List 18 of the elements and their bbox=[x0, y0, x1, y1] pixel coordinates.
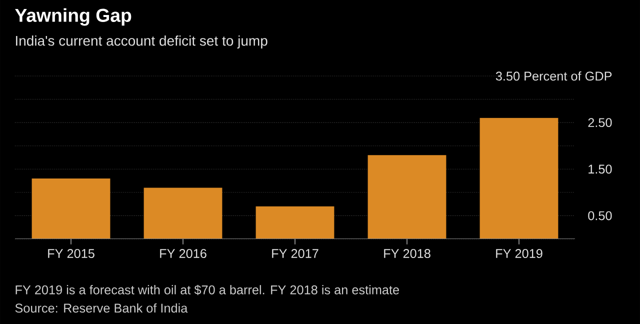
chart-subtitle: India's current account deficit set to jump bbox=[16, 35, 268, 49]
bar bbox=[480, 118, 558, 239]
bar bbox=[368, 155, 446, 239]
x-tick-label: FY 2016 bbox=[160, 249, 206, 258]
y-tick-label: 2.50 bbox=[588, 118, 612, 128]
source-note: Source: Reserve Bank of India bbox=[15, 303, 188, 313]
bar bbox=[256, 206, 334, 239]
x-tick-label: FY 2017 bbox=[272, 249, 318, 258]
text: FY 2019 is a forecast with oil at $70 a barrel. FY 2018 is an estimate bbox=[16, 284, 399, 296]
bar bbox=[32, 178, 110, 239]
y-tick-label: 1.50 bbox=[588, 164, 612, 174]
chart-title: Yawning Gap bbox=[15, 8, 132, 26]
bar bbox=[144, 188, 222, 239]
x-tick-label: FY 2019 bbox=[496, 249, 542, 258]
x-tick-label: FY 2015 bbox=[48, 249, 94, 258]
x-tick-label: FY 2018 bbox=[384, 249, 430, 258]
y-tick-label: 0.50 bbox=[588, 211, 612, 220]
y-tick-label: 3.50 Percent of GDP bbox=[496, 71, 612, 81]
